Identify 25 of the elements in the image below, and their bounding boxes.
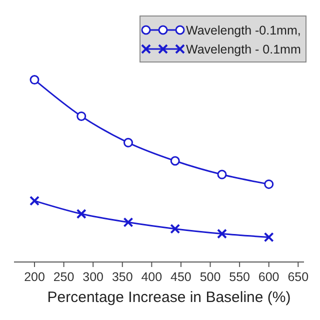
- legend-label: Wavelength -0.1mm,: [186, 24, 301, 38]
- point: [76, 208, 86, 219]
- x-tick-label: 500: [200, 270, 221, 284]
- x-axis-title: Percentage Increase in Baseline (%): [47, 289, 291, 306]
- point: [217, 170, 227, 180]
- point: [264, 232, 274, 242]
- x-tick-label: 450: [170, 270, 192, 284]
- point: [123, 138, 133, 148]
- x-tick-label: 350: [112, 270, 133, 284]
- point: [216, 228, 227, 239]
- point: [30, 75, 40, 85]
- legend-label: Wavelength - 0.1mm: [186, 42, 301, 56]
- x-tick-label: 400: [141, 270, 162, 284]
- point: [123, 217, 134, 228]
- point: [264, 179, 274, 189]
- point: [30, 196, 40, 206]
- x-tick-label: 200: [24, 270, 45, 284]
- point: [170, 224, 180, 234]
- point: [170, 156, 180, 166]
- point: [76, 111, 86, 121]
- x-tick-label: 650: [288, 270, 309, 284]
- x-tick-label: 600: [258, 270, 280, 284]
- x-tick-label: 250: [53, 270, 74, 284]
- x-tick-label: 550: [229, 270, 250, 284]
- x-tick-label: 300: [82, 270, 104, 284]
